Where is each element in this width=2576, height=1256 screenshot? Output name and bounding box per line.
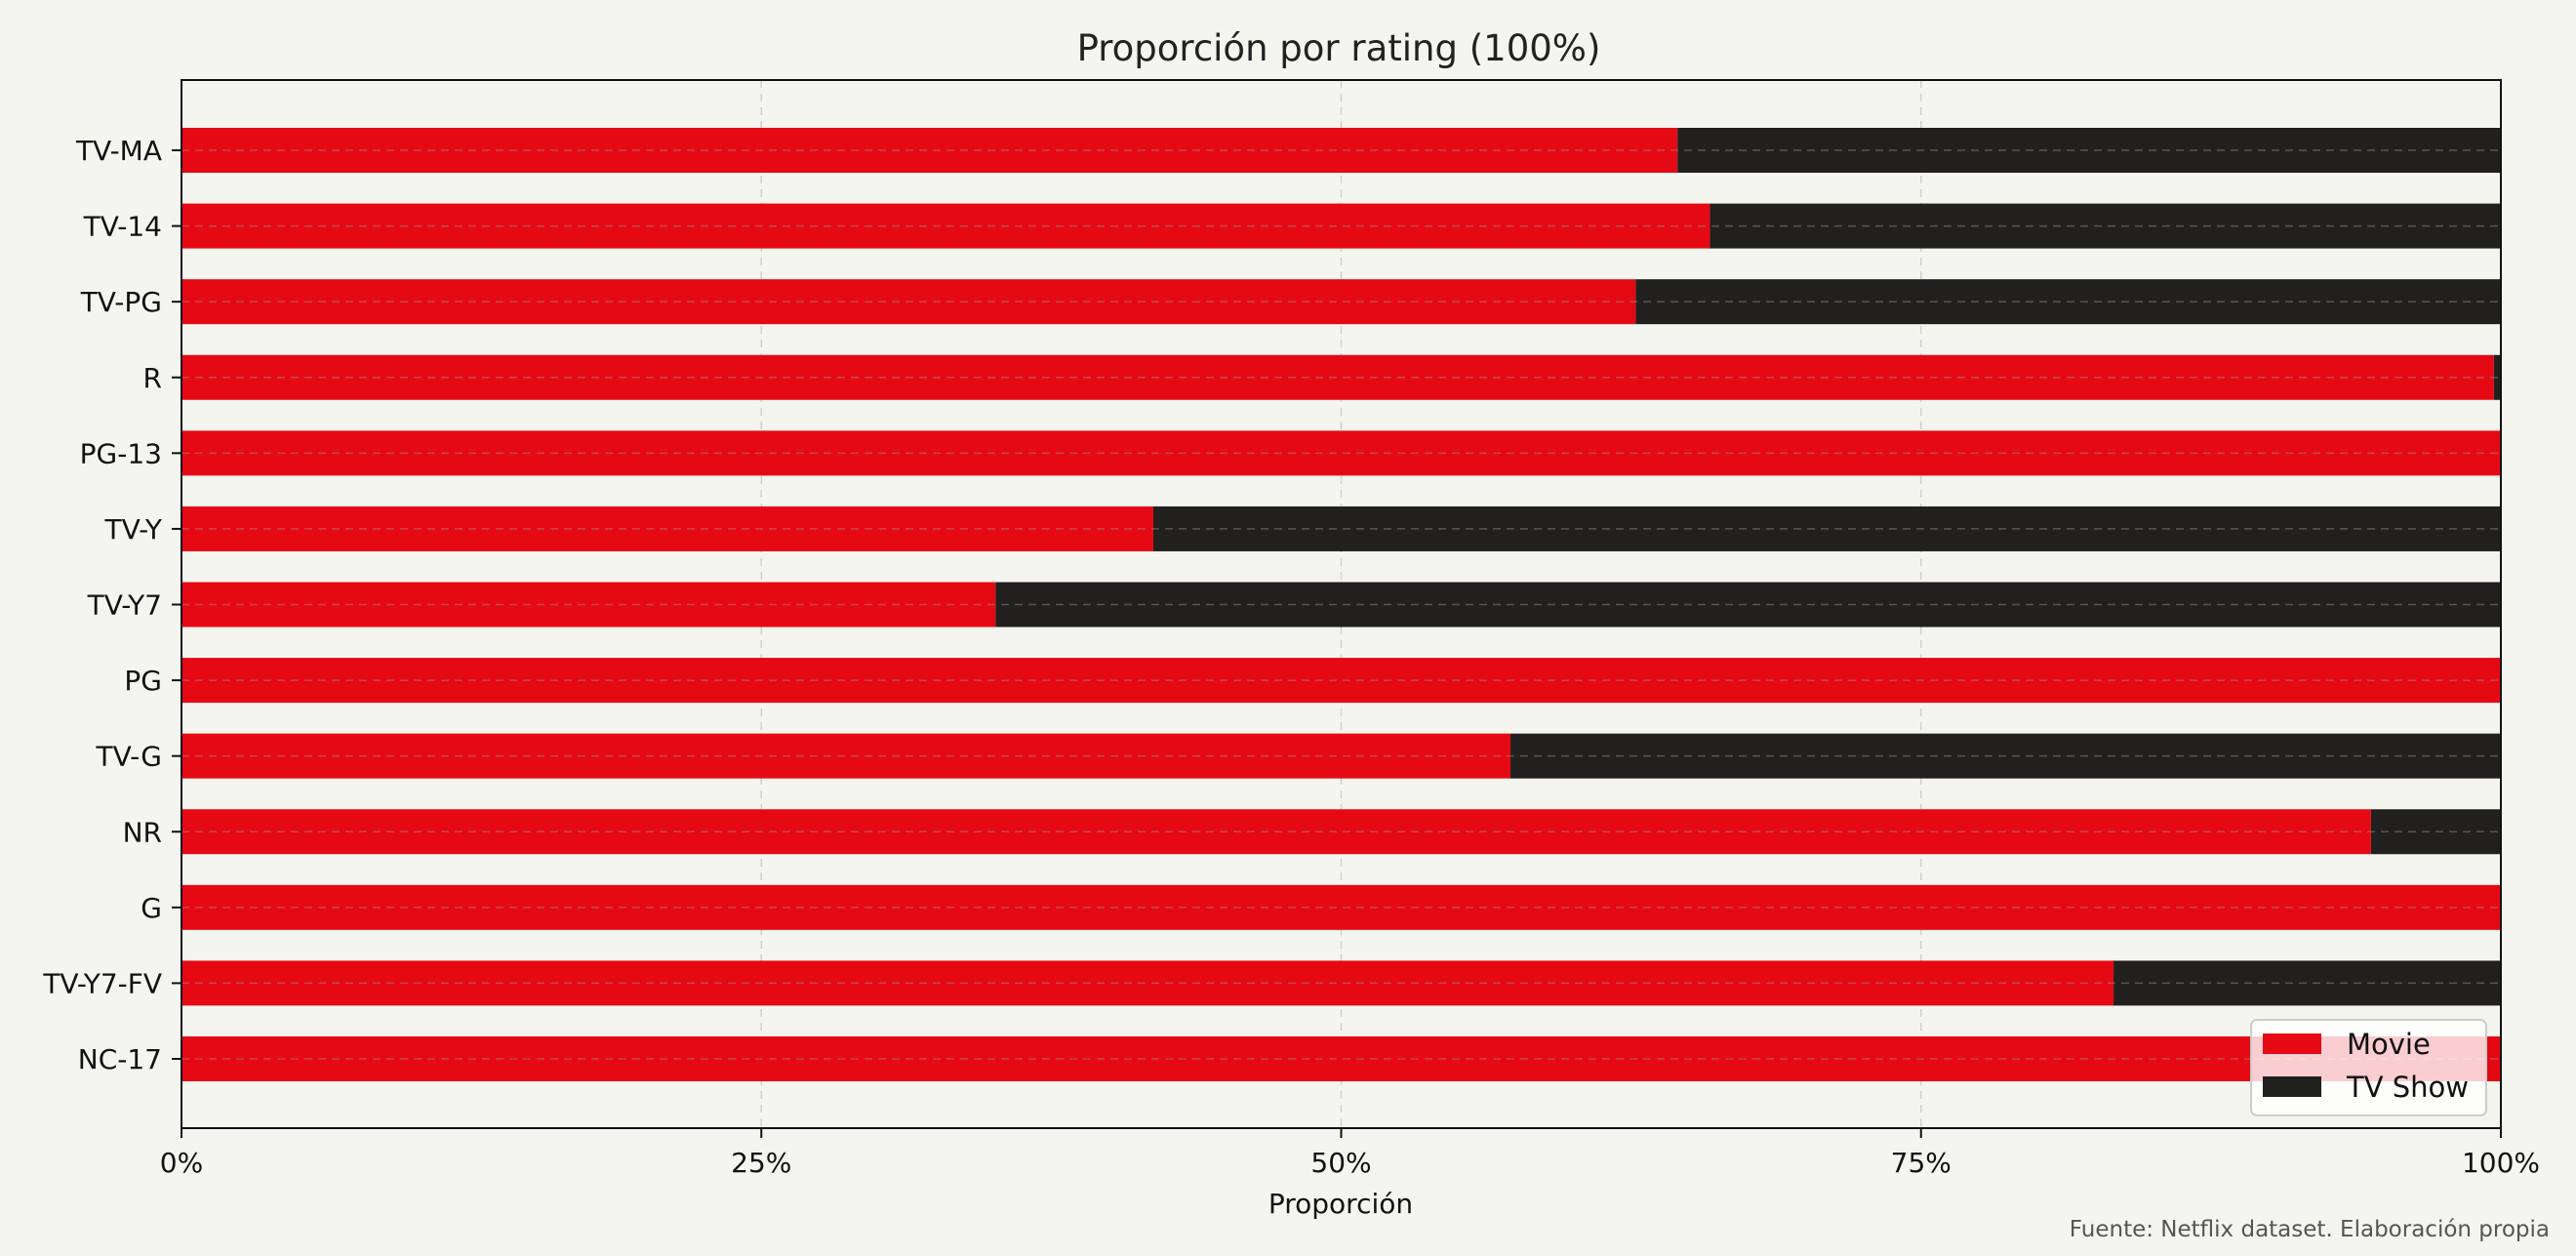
bar-movie-tv-y	[181, 506, 1153, 551]
x-tick-label: 50%	[1310, 1147, 1371, 1179]
y-tick-label-tv-ma: TV-MA	[75, 135, 162, 167]
x-axis-label: Proporción	[1268, 1188, 1413, 1220]
chart-title: Proporción por rating (100%)	[1077, 27, 1601, 69]
bar-movie-nc-17	[181, 1036, 2501, 1081]
bar-movie-tv-14	[181, 203, 1711, 249]
y-tick-label-g: G	[141, 892, 162, 924]
bar-movie-pg	[181, 658, 2501, 704]
bar-tv-show-tv-ma	[1677, 128, 2501, 173]
legend-label-tv-show: TV Show	[2346, 1071, 2469, 1104]
bar-tv-show-tv-pg	[1635, 279, 2501, 325]
bar-tv-show-tv-14	[1710, 203, 2501, 249]
bar-tv-show-tv-y7	[995, 582, 2501, 628]
bar-tv-show-r	[2493, 354, 2501, 400]
bar-movie-pg-13	[181, 430, 2501, 476]
source-note: Fuente: Netflix dataset. Elaboración pro…	[2070, 1217, 2550, 1242]
bar-movie-tv-y7	[181, 582, 996, 628]
legend: Movie TV Show	[2250, 1019, 2487, 1116]
y-tick-label-tv-14: TV-14	[83, 211, 162, 243]
y-tick-label-pg-13: PG-13	[80, 437, 162, 469]
y-tick-label-tv-pg: TV-PG	[80, 286, 162, 318]
y-tick-label-tv-g: TV-G	[96, 741, 162, 773]
legend-swatch-movie	[2263, 1033, 2321, 1054]
horizontal-grid-layer	[181, 149, 2501, 1060]
y-tick-label-tv-y7: TV-Y7	[87, 589, 162, 622]
legend-swatch-tv-show	[2263, 1076, 2321, 1097]
y-tick-label-nr: NR	[123, 816, 162, 848]
bar-tv-show-nr	[2370, 809, 2501, 855]
bar-movie-nr	[181, 809, 2371, 855]
legend-label-movie: Movie	[2347, 1028, 2431, 1061]
y-tick-label-tv-y: TV-Y	[103, 513, 162, 546]
x-axis-ticks: 0% 25% 50% 75% 100%	[160, 1128, 2540, 1179]
bar-movie-tv-pg	[181, 279, 1636, 325]
y-axis-ticks: TV-MA TV-14 TV-PG R PG-13 TV-Y TV-Y7 PG TV-G NR G T…	[42, 135, 181, 1075]
bars-layer	[181, 128, 2501, 1081]
x-tick-label: 25%	[731, 1147, 791, 1179]
bar-movie-r	[181, 354, 2494, 400]
y-tick-label-tv-y7-fv: TV-Y7-FV	[42, 967, 162, 999]
bar-tv-show-tv-y7-fv	[2113, 960, 2501, 1006]
bar-tv-show-tv-y	[1152, 506, 2501, 551]
x-tick-label: 100%	[2462, 1147, 2540, 1179]
x-tick-label: 75%	[1891, 1147, 1952, 1179]
bar-movie-tv-y7-fv	[181, 960, 2114, 1006]
y-tick-label-nc-17: NC-17	[78, 1043, 162, 1075]
y-tick-label-r: R	[143, 362, 162, 394]
bar-tv-show-tv-g	[1510, 733, 2501, 779]
x-tick-label: 0%	[160, 1147, 203, 1179]
y-tick-label-pg: PG	[124, 665, 162, 697]
bar-movie-tv-g	[181, 733, 1511, 779]
bar-movie-g	[181, 884, 2501, 930]
bar-movie-tv-ma	[181, 128, 1678, 173]
